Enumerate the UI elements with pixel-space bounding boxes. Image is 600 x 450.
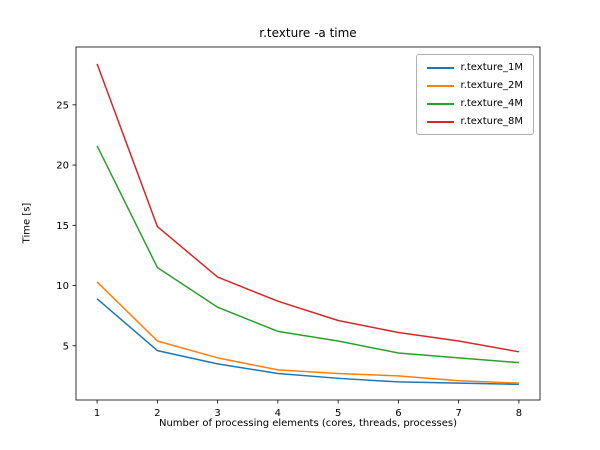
axes-frame [75,46,541,401]
y-tick-label: 10 [56,281,69,292]
legend: r.texture_1M r.texture_2M r.texture_4M r.te… [415,54,534,135]
x-tick-label: 1 [94,408,100,419]
legend-label: r.texture_1M [460,62,523,73]
x-tick-label: 8 [516,408,522,419]
y-tick-label: 5 [63,341,69,352]
legend-line-swatch [426,84,454,87]
x-tick-label: 2 [154,408,160,419]
series-line-r.texture_4M [96,145,519,364]
legend-line-swatch [426,120,454,123]
legend-label: r.texture_4M [460,98,523,109]
x-tick-label: 5 [335,408,341,419]
chart-title: r.texture -a time [259,26,357,40]
legend-line-swatch [426,66,454,69]
x-tick-label: 7 [455,408,461,419]
legend-line-swatch [426,102,454,105]
y-tick-label: 20 [56,161,69,172]
series-line-r.texture_8M [96,63,520,353]
x-axis-label: Number of processing elements (cores, th… [158,418,458,429]
x-tick-label: 3 [214,408,220,419]
y-tick-label: 15 [56,221,69,232]
series-line-r.texture_1M [96,298,519,386]
legend-label: r.texture_2M [460,80,523,91]
x-tick-label: 4 [275,408,281,419]
y-tick-label: 25 [56,100,69,111]
legend-label: r.texture_8M [460,116,523,127]
legend-item: r.texture_1M [426,62,523,73]
legend-item: r.texture_2M [426,80,523,91]
legend-item: r.texture_8M [426,116,523,127]
legend-item: r.texture_4M [426,98,523,109]
x-tick-label: 6 [395,408,401,419]
series-line-r.texture_2M [96,281,519,384]
